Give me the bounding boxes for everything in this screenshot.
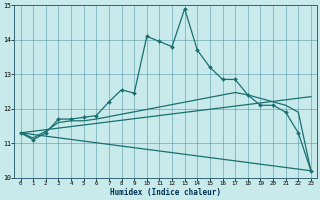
X-axis label: Humidex (Indice chaleur): Humidex (Indice chaleur)	[110, 188, 221, 197]
